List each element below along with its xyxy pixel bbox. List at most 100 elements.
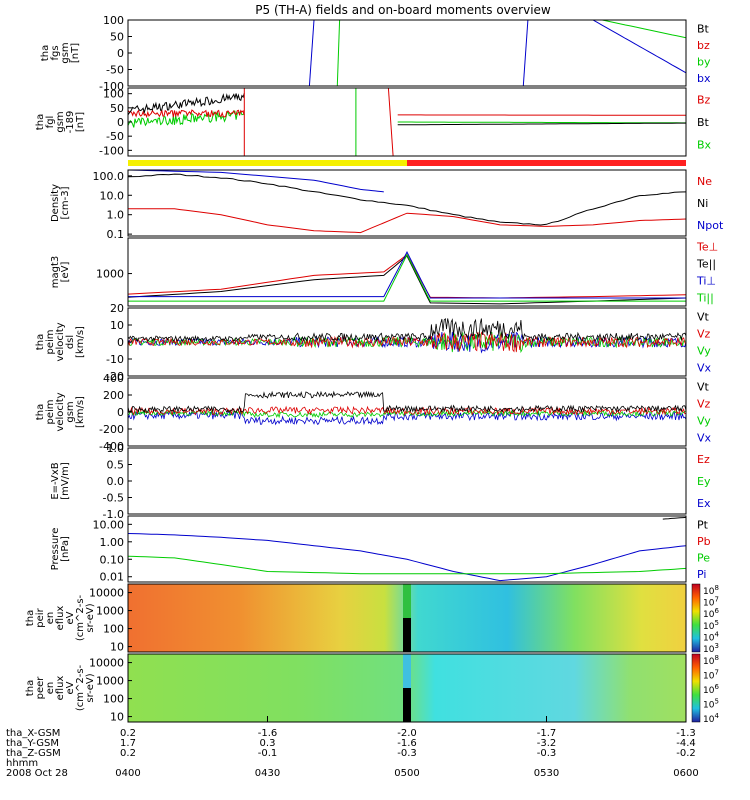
- y-axis-label-line: [km/s]: [75, 396, 86, 428]
- panel-velocity_e: 20 10 0 -10 -20 thapeimvelocitydsl[km/s] Vt Vz V…: [35, 302, 712, 383]
- time-axis-row-label: tha_X-GSM: [6, 728, 60, 739]
- panel-density: 100.0 10.0 1.0 0.1 Density[cm-3] Ne Ni Npot: [50, 169, 724, 241]
- y-tick-label: -400: [99, 440, 124, 453]
- panel-frame: [127, 237, 687, 307]
- y-axis-label-line: tha: [25, 610, 36, 626]
- y-axis-label-line: -189: [65, 111, 76, 134]
- y-axis-label-line: peir: [35, 607, 46, 627]
- y-tick-label: 1.00: [100, 536, 125, 549]
- y-axis-label-line: sr-eV): [85, 603, 96, 632]
- y-axis-label: E=-VxB[mV/m]: [50, 462, 71, 500]
- time-axis-row-label: hhmm: [6, 758, 38, 769]
- y-axis-label-line: tha: [40, 45, 51, 61]
- legend-entry: Bt: [697, 116, 710, 129]
- panel-plot-area-velocity_e: [128, 317, 686, 354]
- y-axis-label-line: [cm-3]: [60, 186, 71, 219]
- y-tick-label: 0.5: [107, 459, 125, 472]
- y-axis-label: thapeimvelocitydsl[km/s]: [35, 322, 86, 361]
- panel-efield: 1.0 0.5 0.0 -0.5 -1.0 E=-VxB[mV/m] Ez Ey Ex: [50, 442, 711, 521]
- colorbar-tick-exponent: 8: [714, 584, 718, 592]
- series-viblue: [128, 410, 686, 426]
- colorbar-tick-exponent: 5: [714, 619, 718, 627]
- panel-pressure: 10.00 1.00 0.10 0.01 Pressure[nPa] Pt Pb Pe Pi: [50, 515, 711, 584]
- legend-entry: Ti⊥: [696, 275, 716, 288]
- colorbar-tick-label: 105: [703, 698, 719, 711]
- colorbar-tick-exponent: 4: [714, 630, 719, 638]
- legend-entry: Bx: [697, 139, 712, 152]
- series-bz: [387, 88, 394, 156]
- y-axis-label-line: [nT]: [75, 112, 86, 132]
- y-tick-label: 10: [110, 711, 124, 724]
- y-tick-label: 100: [103, 693, 124, 706]
- panel-temp: 1000 magt3[eV] Te⊥ Te|| Ti⊥ Ti||: [50, 237, 718, 307]
- time-axis-hhmm: 0530: [534, 768, 559, 779]
- y-axis-label-line: tha: [35, 334, 46, 350]
- series-bx: [128, 110, 245, 128]
- series-viblack: [128, 390, 686, 414]
- colorbar-tick-exponent: 6: [714, 607, 719, 615]
- y-axis-label: magt3[eV]: [50, 256, 71, 289]
- colorbar-tick-label: 106: [703, 683, 719, 696]
- legend-entry: Pi: [697, 568, 706, 581]
- series-pt: [662, 516, 686, 520]
- panel-ion_spec: 10810710610510410310000100010010thapeire…: [25, 583, 719, 655]
- legend-entry: Ex: [697, 497, 711, 510]
- time-axis-value: -2.0: [397, 728, 417, 739]
- panel-plot-area-fgl: [128, 88, 686, 156]
- panel-plot-area-velocity_i: [128, 390, 686, 426]
- colorbar-tick-label: 104: [703, 712, 719, 725]
- y-axis-label-line: eflux: [55, 606, 66, 631]
- mode-bar-segment: [407, 160, 686, 166]
- legend-entry: Ti||: [696, 292, 714, 305]
- y-axis-label-line: tha: [25, 680, 36, 696]
- y-tick-label: 1000: [96, 605, 124, 618]
- y-tick-label: 1000: [96, 675, 124, 688]
- y-axis-label-line: velocity: [55, 322, 66, 361]
- series-bt: [397, 122, 686, 126]
- time-axis-value: -1.6: [397, 738, 417, 749]
- series-te: [128, 255, 686, 305]
- series-pi: [128, 533, 686, 582]
- time-axis-value: 1.7: [120, 738, 136, 749]
- colorbar-tick-exponent: 6: [714, 683, 719, 691]
- legend-entry: Vx: [697, 432, 712, 445]
- time-axis-value: 0.3: [260, 738, 276, 749]
- colorbar-tick-exponent: 5: [714, 698, 718, 706]
- legend-entry: Bt: [697, 22, 710, 35]
- legend-entry: Pb: [697, 535, 711, 548]
- panel-fgs: 100 50 0 -50 -100 thafgsgsm[nT] Bt bz by bx: [40, 14, 711, 93]
- y-tick-label: 100.0: [93, 170, 125, 183]
- colorbar-tick-exponent: 4: [714, 712, 719, 720]
- panel-velocity_i: 400 200 0 -200 -400 thapeimvelocitygsm[km/s] V…: [35, 372, 712, 453]
- panel-plot-area-fgs: [308, 20, 686, 86]
- y-axis-label-line: velocity: [55, 392, 66, 431]
- legend-entry: Pe: [697, 551, 710, 564]
- y-tick-label: 10000: [89, 587, 124, 600]
- legend-entry: Vz: [697, 398, 711, 411]
- y-tick-label: 10.0: [100, 189, 125, 202]
- y-axis-label-line: (cm^2-s-: [75, 664, 86, 711]
- panel-plot-area-temp: [128, 250, 686, 305]
- time-axis-hhmm: 0400: [115, 768, 140, 779]
- y-tick-label: -100: [99, 80, 124, 93]
- time-axis-hhmm: 0430: [255, 768, 280, 779]
- colorbar: [691, 583, 701, 653]
- y-axis-label-line: peer: [35, 676, 46, 700]
- legend-entry: bx: [697, 72, 711, 85]
- series-ne: [128, 208, 686, 234]
- y-tick-label: 1000: [96, 268, 124, 281]
- y-axis-label-line: [nPa]: [60, 536, 71, 562]
- colorbar-tick-label: 108: [703, 654, 719, 667]
- panel-frame: [127, 583, 687, 653]
- legend-entry: Ey: [697, 475, 711, 488]
- mode-bar-segment: [128, 160, 407, 166]
- y-tick-label: 10000: [89, 657, 124, 670]
- spectrogram-gap-top: [403, 584, 411, 618]
- y-axis-label-line: Density: [50, 184, 61, 222]
- panels-group: 100500-50-100thafgsgsm[nT]Btbzbybx100500…: [25, 14, 724, 725]
- y-tick-label: 400: [103, 372, 124, 385]
- y-tick-label: 0: [117, 116, 124, 129]
- y-axis-label-line: dsl: [65, 335, 76, 349]
- y-tick-label: 0: [117, 336, 124, 349]
- y-tick-label: -200: [99, 423, 124, 436]
